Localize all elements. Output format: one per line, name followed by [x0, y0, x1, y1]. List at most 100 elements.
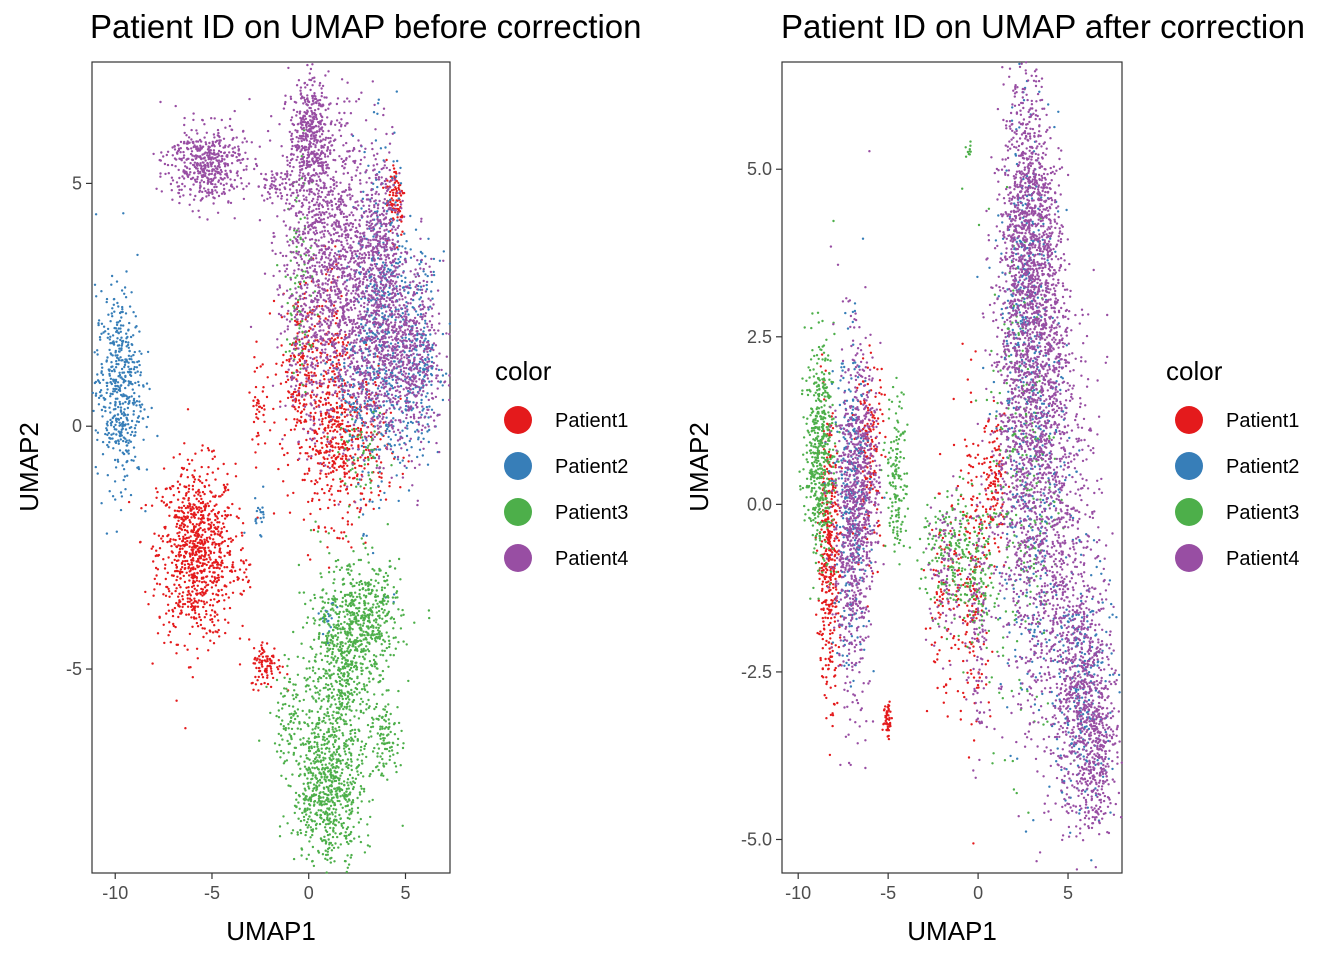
point	[296, 673, 300, 676]
point	[170, 550, 173, 553]
point	[321, 417, 324, 421]
point	[351, 603, 354, 606]
point	[186, 600, 190, 603]
point	[183, 602, 187, 606]
point	[198, 546, 201, 549]
point	[385, 423, 388, 426]
point	[319, 617, 323, 620]
point	[157, 553, 161, 557]
point	[127, 423, 130, 426]
point	[137, 360, 141, 363]
point	[397, 184, 401, 187]
point	[293, 418, 296, 421]
point	[115, 433, 118, 436]
point	[409, 256, 413, 259]
point	[345, 870, 348, 874]
point	[392, 654, 395, 657]
point	[117, 442, 121, 445]
point	[218, 550, 221, 554]
point	[336, 558, 340, 562]
point	[185, 550, 188, 554]
point	[345, 834, 348, 838]
point	[422, 343, 425, 347]
point	[111, 354, 114, 357]
point	[329, 677, 332, 680]
point	[220, 527, 223, 530]
point	[420, 432, 423, 435]
point	[386, 574, 390, 577]
point	[320, 373, 323, 376]
point	[361, 762, 364, 765]
point	[119, 406, 123, 409]
point	[178, 453, 181, 456]
point	[198, 491, 201, 494]
point	[388, 481, 391, 484]
point	[203, 569, 206, 573]
point	[322, 791, 325, 794]
point	[292, 857, 296, 861]
point	[331, 650, 334, 654]
point	[298, 359, 302, 363]
point	[171, 614, 175, 618]
point	[375, 702, 379, 706]
point	[129, 374, 133, 378]
point	[363, 356, 367, 359]
point	[306, 826, 309, 829]
point	[164, 563, 167, 566]
point	[324, 317, 327, 320]
point	[350, 692, 353, 695]
point	[212, 449, 215, 452]
point	[301, 811, 304, 815]
point	[361, 700, 364, 703]
point	[374, 660, 377, 664]
point	[363, 599, 366, 603]
point	[358, 691, 361, 694]
point	[304, 452, 307, 455]
point	[347, 863, 351, 866]
point	[367, 592, 371, 595]
point	[214, 558, 217, 562]
point	[208, 570, 211, 573]
point	[262, 386, 265, 389]
point	[331, 835, 335, 839]
point	[201, 520, 204, 524]
point	[352, 401, 355, 405]
point	[355, 607, 358, 610]
point	[324, 472, 327, 476]
point	[178, 551, 181, 554]
point	[371, 798, 374, 802]
point	[200, 540, 204, 543]
point	[353, 584, 356, 588]
point	[322, 686, 325, 690]
point	[341, 445, 344, 449]
point	[195, 497, 198, 501]
point	[189, 535, 192, 538]
point	[385, 659, 388, 662]
point	[211, 592, 215, 595]
point	[368, 660, 372, 663]
point	[358, 791, 362, 794]
point	[196, 530, 199, 533]
point	[316, 432, 319, 436]
point	[334, 753, 337, 756]
point	[407, 489, 411, 492]
point	[214, 577, 217, 581]
point	[331, 647, 335, 651]
point	[179, 475, 183, 478]
point	[374, 599, 378, 602]
point	[331, 449, 334, 452]
point	[220, 514, 224, 518]
point	[115, 280, 119, 283]
point	[177, 506, 181, 509]
point	[260, 520, 263, 524]
point	[144, 590, 147, 594]
point	[340, 647, 343, 650]
point	[346, 866, 349, 869]
point	[341, 419, 344, 422]
point	[342, 707, 345, 711]
point	[113, 428, 117, 431]
point	[293, 355, 296, 358]
point	[196, 571, 199, 575]
point	[366, 723, 370, 727]
point	[112, 447, 115, 450]
